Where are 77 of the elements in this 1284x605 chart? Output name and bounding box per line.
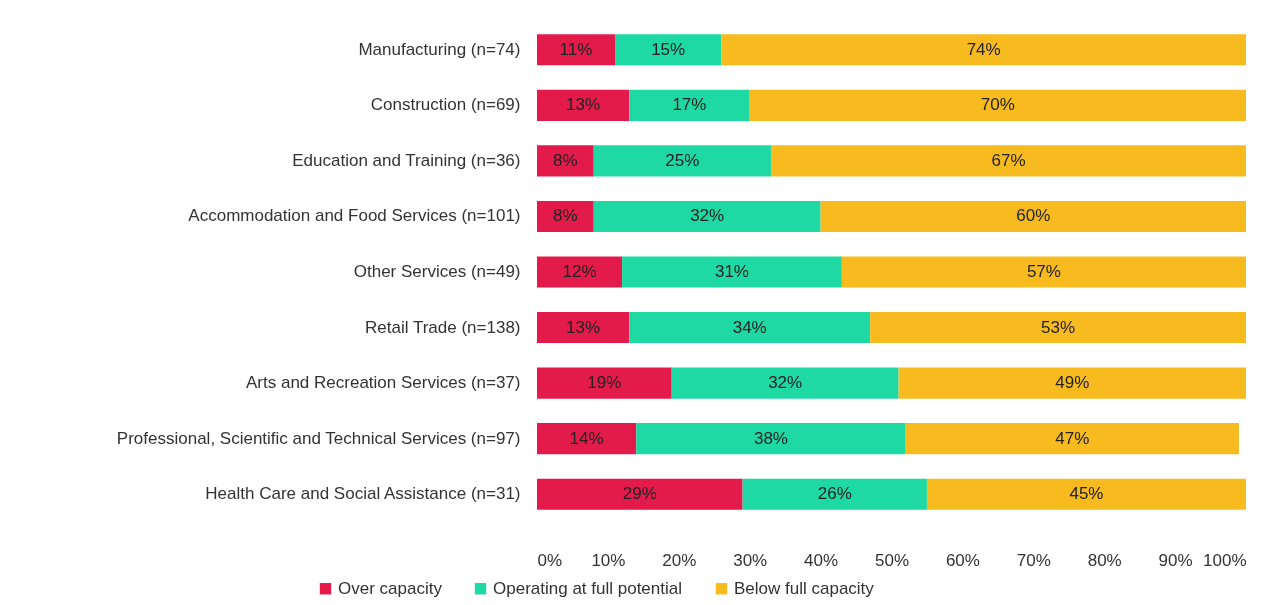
data-label: 70%: [980, 95, 1015, 115]
bar: [841, 256, 1246, 288]
data-label: 13%: [566, 95, 601, 115]
data-label: 31%: [714, 262, 749, 281]
x-tick-label: 40%: [804, 550, 839, 570]
legend-label: Below full capacity: [734, 578, 875, 598]
bar: [537, 89, 630, 121]
data-label: 8%: [553, 150, 578, 170]
bar: [742, 478, 927, 510]
y-tick-label: Professional, Scientific and Technical Services (n=97): [116, 428, 521, 448]
data-label: 53%: [1041, 317, 1076, 337]
data-label: 14%: [569, 428, 604, 448]
bar: [622, 256, 842, 288]
y-tick-label: Retail Trade (n=138): [365, 317, 521, 337]
bar: [537, 34, 615, 66]
bar: [537, 145, 594, 177]
bar: [898, 367, 1246, 399]
x-tick-label: 60%: [945, 550, 980, 570]
data-label: 8%: [553, 206, 578, 226]
data-label: 12%: [562, 262, 597, 281]
legend-label: Over capacity: [338, 578, 443, 598]
bar: [749, 89, 1246, 121]
x-tick-label: 20%: [662, 550, 697, 570]
bar: [614, 34, 722, 66]
x-tick-label: 100%: [1203, 550, 1247, 570]
data-label: 49%: [1055, 373, 1090, 393]
x-tick-label: 90%: [1158, 550, 1193, 570]
x-tick-label: 10%: [591, 550, 626, 570]
bar: [770, 145, 1246, 177]
data-label: 60%: [1016, 206, 1051, 226]
data-label: 13%: [566, 317, 601, 337]
data-label: 74%: [966, 39, 1001, 59]
data-label: 45%: [1069, 484, 1104, 504]
y-tick-label: Arts and Recreation Services (n=37): [246, 373, 521, 393]
legend-label: Operating at full potential: [493, 578, 683, 598]
x-tick-label: 0%: [537, 550, 563, 570]
data-label: 47%: [1055, 428, 1090, 448]
bar: [537, 312, 630, 344]
data-label: 15%: [651, 39, 686, 59]
bar: [870, 312, 1246, 344]
bar: [537, 478, 743, 510]
bar: [671, 367, 899, 399]
data-label: 26%: [817, 484, 852, 504]
x-tick-label: 30%: [733, 550, 768, 570]
bar: [537, 367, 672, 399]
x-tick-label: 70%: [1016, 550, 1051, 570]
bar: [593, 145, 771, 177]
bar: [636, 423, 906, 455]
data-label: 34%: [732, 317, 767, 337]
x-tick-label: 80%: [1087, 550, 1122, 570]
y-tick-label: Health Care and Social Assistance (n=31): [205, 484, 521, 504]
data-label: 25%: [665, 150, 700, 170]
data-label: 29%: [622, 484, 657, 504]
data-label: 67%: [991, 150, 1026, 170]
data-label: 11%: [559, 39, 593, 59]
bar: [820, 200, 1246, 232]
bar: [537, 423, 637, 455]
y-tick-label: Other Services (n=49): [353, 262, 521, 281]
bar: [629, 89, 750, 121]
y-tick-label: Education and Training (n=36): [292, 150, 521, 170]
data-label: 32%: [768, 373, 803, 393]
data-label: 17%: [672, 95, 707, 115]
data-label: 19%: [587, 373, 622, 393]
bar: [537, 200, 594, 232]
data-label: 32%: [690, 206, 725, 226]
y-tick-label: Construction (n=69): [370, 95, 521, 115]
bar: [629, 312, 871, 344]
data-label: 57%: [1026, 262, 1061, 281]
y-tick-label: Manufacturing (n=74): [358, 39, 521, 59]
bar: [905, 423, 1239, 455]
x-tick-label: 50%: [874, 550, 910, 570]
bar: [593, 200, 821, 232]
bar: [926, 478, 1246, 510]
y-tick-label: Accommodation and Food Services (n=101): [188, 206, 521, 226]
data-label: 38%: [753, 428, 788, 448]
bar: [537, 256, 623, 288]
bar: [721, 34, 1246, 66]
